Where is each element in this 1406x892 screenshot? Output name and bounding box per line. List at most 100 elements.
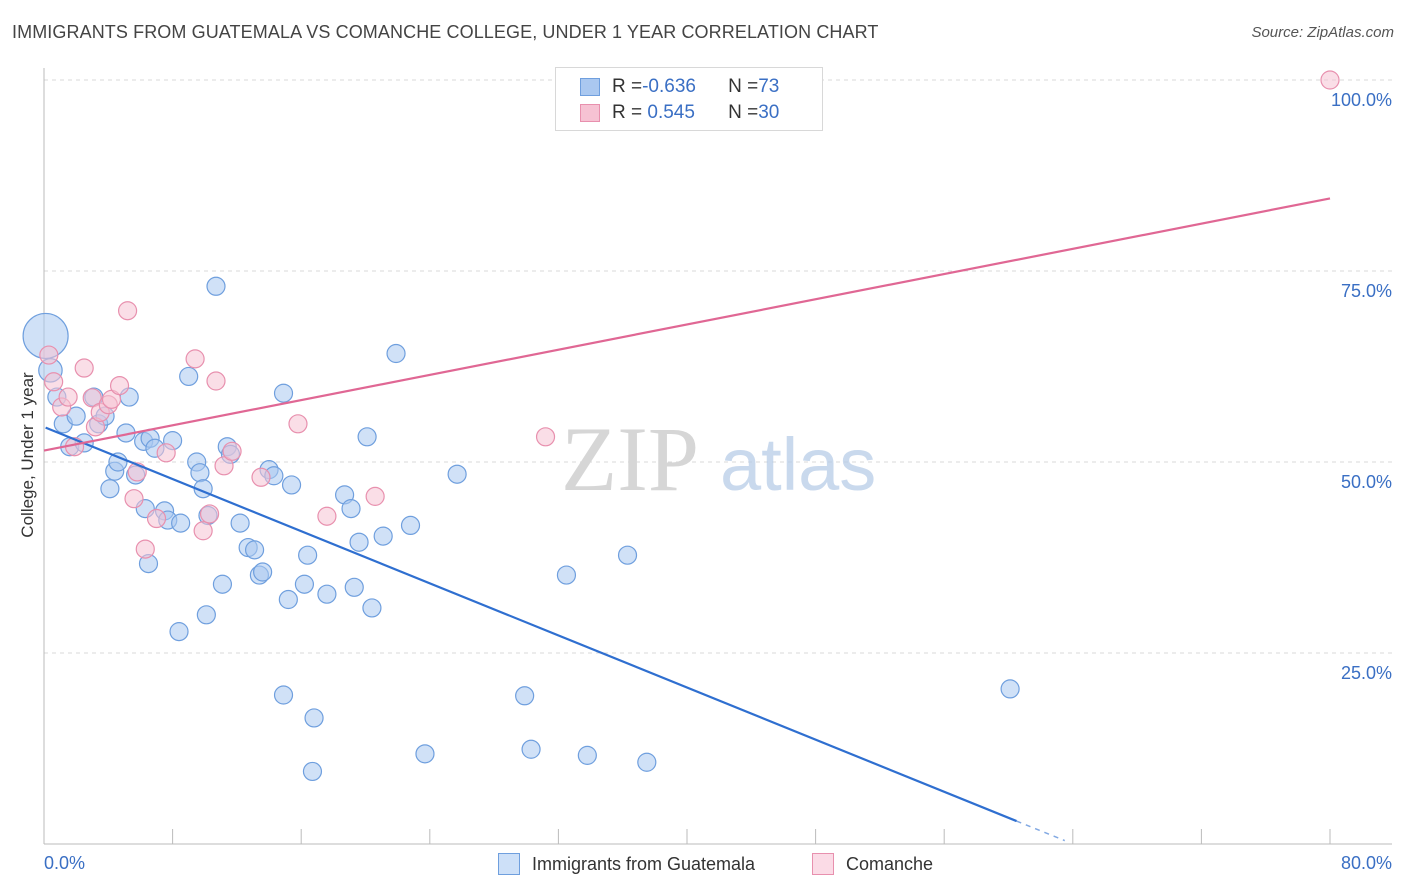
guatemala-point xyxy=(373,526,393,546)
guatemala-point xyxy=(206,276,226,296)
r-value: 0.545 xyxy=(642,102,695,123)
guatemala-point xyxy=(294,574,315,594)
comanche-point xyxy=(317,506,337,526)
comanche-point xyxy=(135,539,155,559)
comanche-swatch xyxy=(580,104,600,122)
guatemala-point xyxy=(230,513,250,533)
n-label: N = xyxy=(728,102,759,123)
comanche-point xyxy=(199,504,220,524)
legend-swatch-guatemala xyxy=(498,853,520,875)
comanche-point xyxy=(206,371,226,391)
guatemala-point xyxy=(344,577,364,597)
guatemala-point xyxy=(244,540,265,560)
guatemala-point xyxy=(400,515,421,536)
comanche-point xyxy=(214,456,234,476)
y-tick-label: 75.0% xyxy=(1341,281,1392,301)
guatemala-point xyxy=(415,744,435,764)
comanche-point xyxy=(251,467,271,487)
y-tick-label: 50.0% xyxy=(1341,472,1392,492)
legend-label-guatemala: Immigrants from Guatemala xyxy=(532,853,756,874)
comanche-point xyxy=(193,521,213,541)
guatemala-point xyxy=(281,475,302,495)
comanche-point xyxy=(44,372,64,392)
series-comanche-points xyxy=(39,70,1340,559)
guatemala-trendline xyxy=(45,426,1017,823)
y-axis-label: College, Under 1 year xyxy=(18,372,37,538)
guatemala-point xyxy=(179,366,199,387)
watermark-atlas: atlas xyxy=(720,423,876,506)
series-guatemala-points xyxy=(22,276,1020,782)
trendlines xyxy=(43,197,1331,842)
guatemala-point xyxy=(212,574,233,594)
guatemala-point xyxy=(273,383,294,403)
guatemala-point xyxy=(317,584,337,604)
guatemala-swatch xyxy=(580,78,600,96)
guatemala-point xyxy=(357,427,377,447)
comanche-point xyxy=(365,486,385,506)
comanche-point xyxy=(58,387,78,407)
watermark-zip: ZIP xyxy=(561,408,699,510)
guatemala-point xyxy=(171,513,191,533)
guatemala-point xyxy=(341,499,361,519)
axes xyxy=(43,68,1392,845)
guatemala-point xyxy=(349,532,369,552)
legend-item-guatemala[interactable]: Immigrants from Guatemala xyxy=(498,852,755,876)
comanche-trendline xyxy=(43,197,1331,452)
guatemala-trendline-extension xyxy=(1016,820,1066,842)
comanche-point xyxy=(124,489,144,509)
guatemala-point xyxy=(447,464,467,484)
guatemala-point xyxy=(1000,679,1020,699)
guatemala-point xyxy=(190,463,210,483)
stats-row-guatemala: R = -0.636 N = 73 xyxy=(580,75,779,99)
comanche-point xyxy=(156,443,176,463)
comanche-point xyxy=(185,349,205,369)
legend-swatch-comanche xyxy=(812,853,834,875)
guatemala-point xyxy=(298,545,318,565)
guatemala-point xyxy=(521,739,541,759)
tick-labels: 25.0% 50.0% 75.0% 100.0% 0.0% 80.0% xyxy=(44,90,1392,873)
r-label: R = xyxy=(612,76,643,97)
comanche-point xyxy=(82,388,102,408)
n-label: N = xyxy=(728,76,759,97)
stats-legend: R = -0.636 N = 73 R = 0.545 N = 30 xyxy=(555,67,823,131)
comanche-point xyxy=(222,441,242,461)
guatemala-point xyxy=(577,745,597,765)
guatemala-point xyxy=(278,589,298,610)
guatemala-point xyxy=(362,598,382,618)
source-label: Source: ZipAtlas.com xyxy=(1251,24,1394,41)
y-tick-label: 25.0% xyxy=(1341,663,1392,683)
guatemala-point xyxy=(302,761,323,782)
guatemala-point xyxy=(273,685,294,705)
guatemala-point xyxy=(515,686,535,706)
stats-row-comanche: R = 0.545 N = 30 xyxy=(580,101,779,125)
comanche-point xyxy=(1320,70,1340,90)
chart-title: IMMIGRANTS FROM GUATEMALA VS COMANCHE CO… xyxy=(12,22,879,42)
guatemala-point xyxy=(100,479,120,499)
gridlines xyxy=(44,79,1392,654)
guatemala-point xyxy=(617,545,638,565)
x-tick-label-min: 0.0% xyxy=(44,853,85,873)
guatemala-point xyxy=(253,562,273,582)
guatemala-point xyxy=(108,452,128,472)
watermark: ZIP atlas xyxy=(561,408,876,510)
guatemala-point xyxy=(386,343,406,364)
guatemala-point xyxy=(637,752,657,772)
comanche-point xyxy=(39,345,59,365)
comanche-point xyxy=(535,427,556,447)
n-value: 73 xyxy=(758,76,780,97)
comanche-point xyxy=(74,358,94,378)
guatemala-point xyxy=(556,565,577,585)
guatemala-point xyxy=(169,622,189,642)
r-value: -0.636 xyxy=(642,76,696,97)
comanche-point xyxy=(109,376,130,396)
comanche-point xyxy=(146,508,167,529)
legend-item-comanche[interactable]: Comanche xyxy=(812,852,933,876)
guatemala-point xyxy=(66,406,86,426)
n-value: 30 xyxy=(758,102,780,123)
x-tick-label-max: 80.0% xyxy=(1341,853,1392,873)
comanche-point xyxy=(288,414,308,434)
comanche-point xyxy=(117,301,138,321)
y-tick-label: 100.0% xyxy=(1331,90,1392,110)
r-label: R = xyxy=(612,102,643,123)
